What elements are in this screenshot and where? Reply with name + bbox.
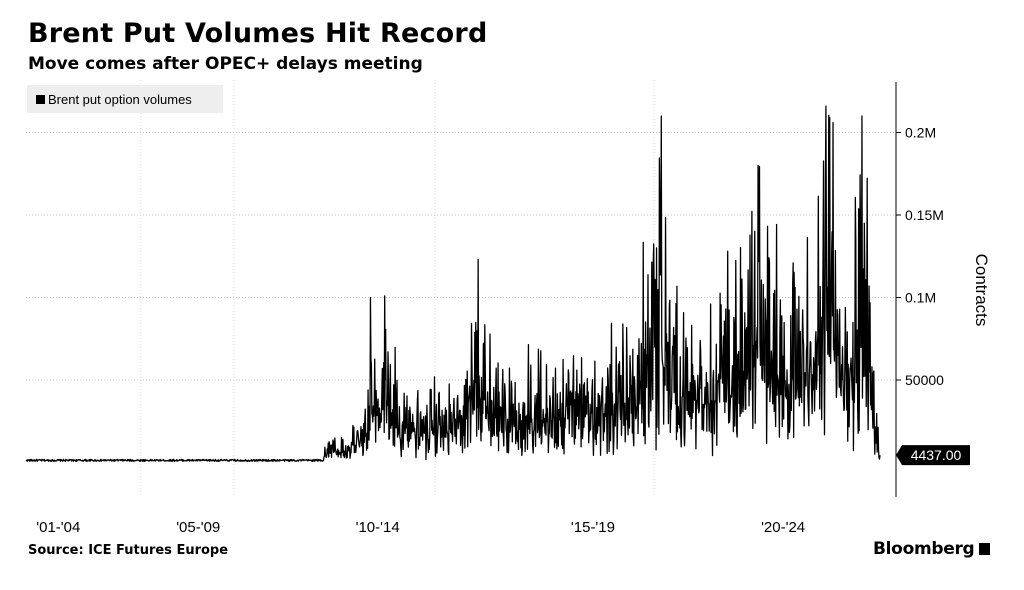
x-tick-label: '20-'24	[761, 519, 805, 536]
source-note: Source: ICE Futures Europe	[28, 543, 229, 558]
x-axis-labels: '01-'04 '05-'09 '10-'14 '15-'19 '20-'24	[36, 519, 805, 536]
y-tick-label: 50000	[905, 372, 944, 388]
y-axis: 50000 0.1M 0.15M 0.2M	[895, 82, 944, 497]
y-tick-label: 0.2M	[905, 125, 936, 141]
y-axis-label: Contracts	[972, 254, 991, 327]
last-value-tag	[896, 445, 970, 466]
x-tick-label: '15-'19	[571, 519, 615, 536]
y-tick-label: 0.15M	[905, 207, 944, 223]
bloomberg-terminal-icon	[979, 543, 991, 555]
legend-swatch	[36, 94, 45, 104]
series-layer	[25, 105, 881, 462]
x-tick-label: '10-'14	[356, 519, 400, 536]
series-line-brent-put-volumes	[25, 105, 881, 462]
bloomberg-logo: Bloomberg	[873, 539, 991, 559]
chart-title: Brent Put Volumes Hit Record	[28, 18, 488, 49]
y-tick-label: 0.1M	[905, 290, 936, 306]
legend-label: Brent put option volumes	[48, 91, 192, 107]
chart-subtitle: Move comes after OPEC+ delays meeting	[28, 54, 423, 74]
last-value-label: 4437.00	[896, 445, 970, 466]
x-tick-label: '01-'04	[36, 519, 80, 536]
last-value-text: 4437.00	[911, 447, 962, 463]
legend: Brent put option volumes	[27, 85, 223, 113]
brand-text: Bloomberg	[873, 539, 975, 559]
x-tick-label: '05-'09	[176, 519, 220, 536]
